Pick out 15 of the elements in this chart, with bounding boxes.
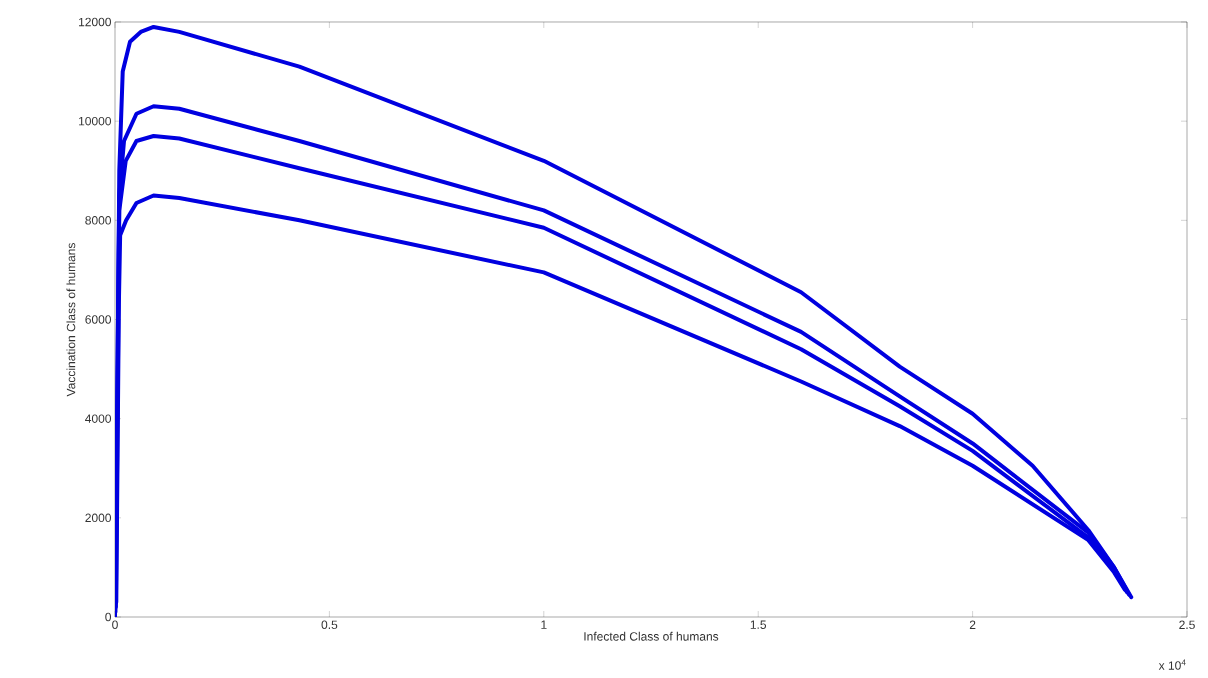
text: x 10$^{4}$	[1158, 659, 1186, 670]
x-tick-label: 2.5	[1179, 620, 1195, 630]
y-axis-title: Vaccination Class of humans	[66, 243, 76, 397]
x-axis-title: Infected Class of humans	[584, 631, 719, 641]
x-tick-label: 0.5	[321, 620, 338, 630]
y-tick-label: 10000	[79, 116, 111, 126]
x-tick-label: 2	[969, 620, 976, 629]
x-tick-label: 1	[541, 620, 547, 629]
y-tick-label: 6000	[85, 315, 112, 324]
y-tick-label: 8000	[85, 216, 112, 225]
y-tick-label: 2000	[85, 513, 112, 523]
y-tick-label: 12000	[79, 17, 111, 27]
x-tick-label: 1.5	[750, 620, 767, 629]
y-tick-label: 0	[105, 612, 112, 622]
y-tick-label: 4000	[85, 414, 112, 423]
